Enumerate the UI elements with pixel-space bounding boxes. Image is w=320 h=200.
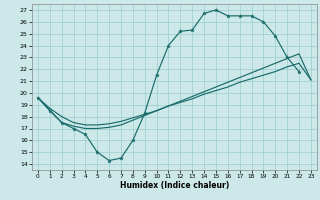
X-axis label: Humidex (Indice chaleur): Humidex (Indice chaleur): [120, 181, 229, 190]
